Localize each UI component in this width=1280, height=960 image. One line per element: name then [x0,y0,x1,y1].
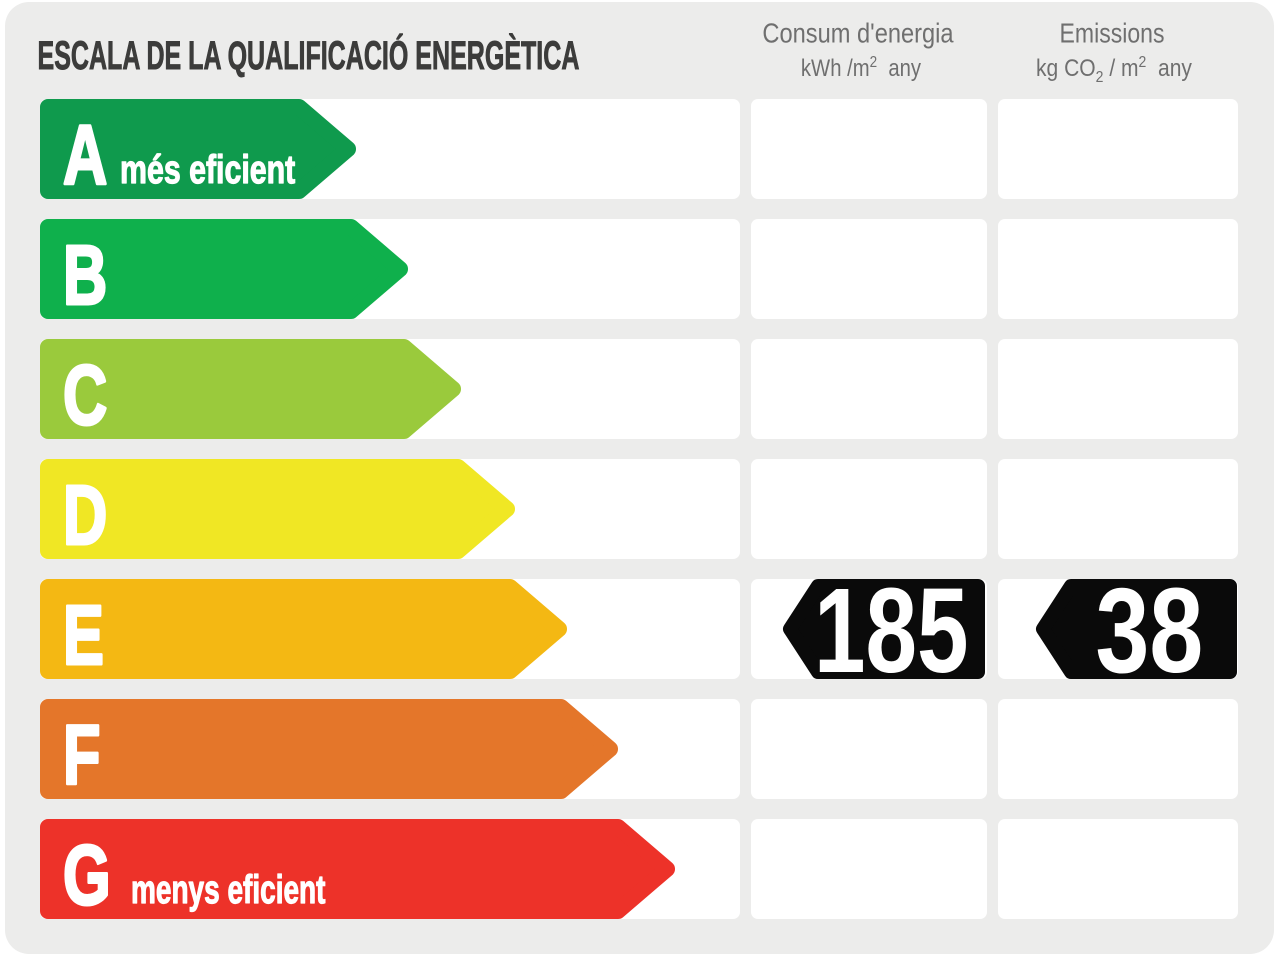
svg-text:Consum d'energia: Consum d'energia [762,19,954,49]
svg-text:G: G [63,827,111,922]
svg-text:B: B [63,227,107,322]
svg-text:kg CO2 / m2 any: kg CO2 / m2 any [1036,53,1193,86]
svg-text:més eficient: més eficient [120,147,295,192]
svg-text:C: C [63,347,107,442]
svg-text:A: A [63,107,107,202]
svg-text:D: D [63,467,107,562]
svg-text:Emissions: Emissions [1060,18,1165,49]
svg-text:185: 185 [814,562,968,698]
svg-text:38: 38 [1096,564,1204,699]
svg-text:kWh /m2 any: kWh /m2 any [801,54,922,81]
svg-text:ESCALA DE LA QUALIFICACIÓ ENER: ESCALA DE LA QUALIFICACIÓ ENERGÈTICA [38,33,580,79]
svg-text:menys eficient: menys eficient [131,868,326,912]
svg-text:F: F [63,707,100,802]
svg-text:E: E [63,587,104,682]
